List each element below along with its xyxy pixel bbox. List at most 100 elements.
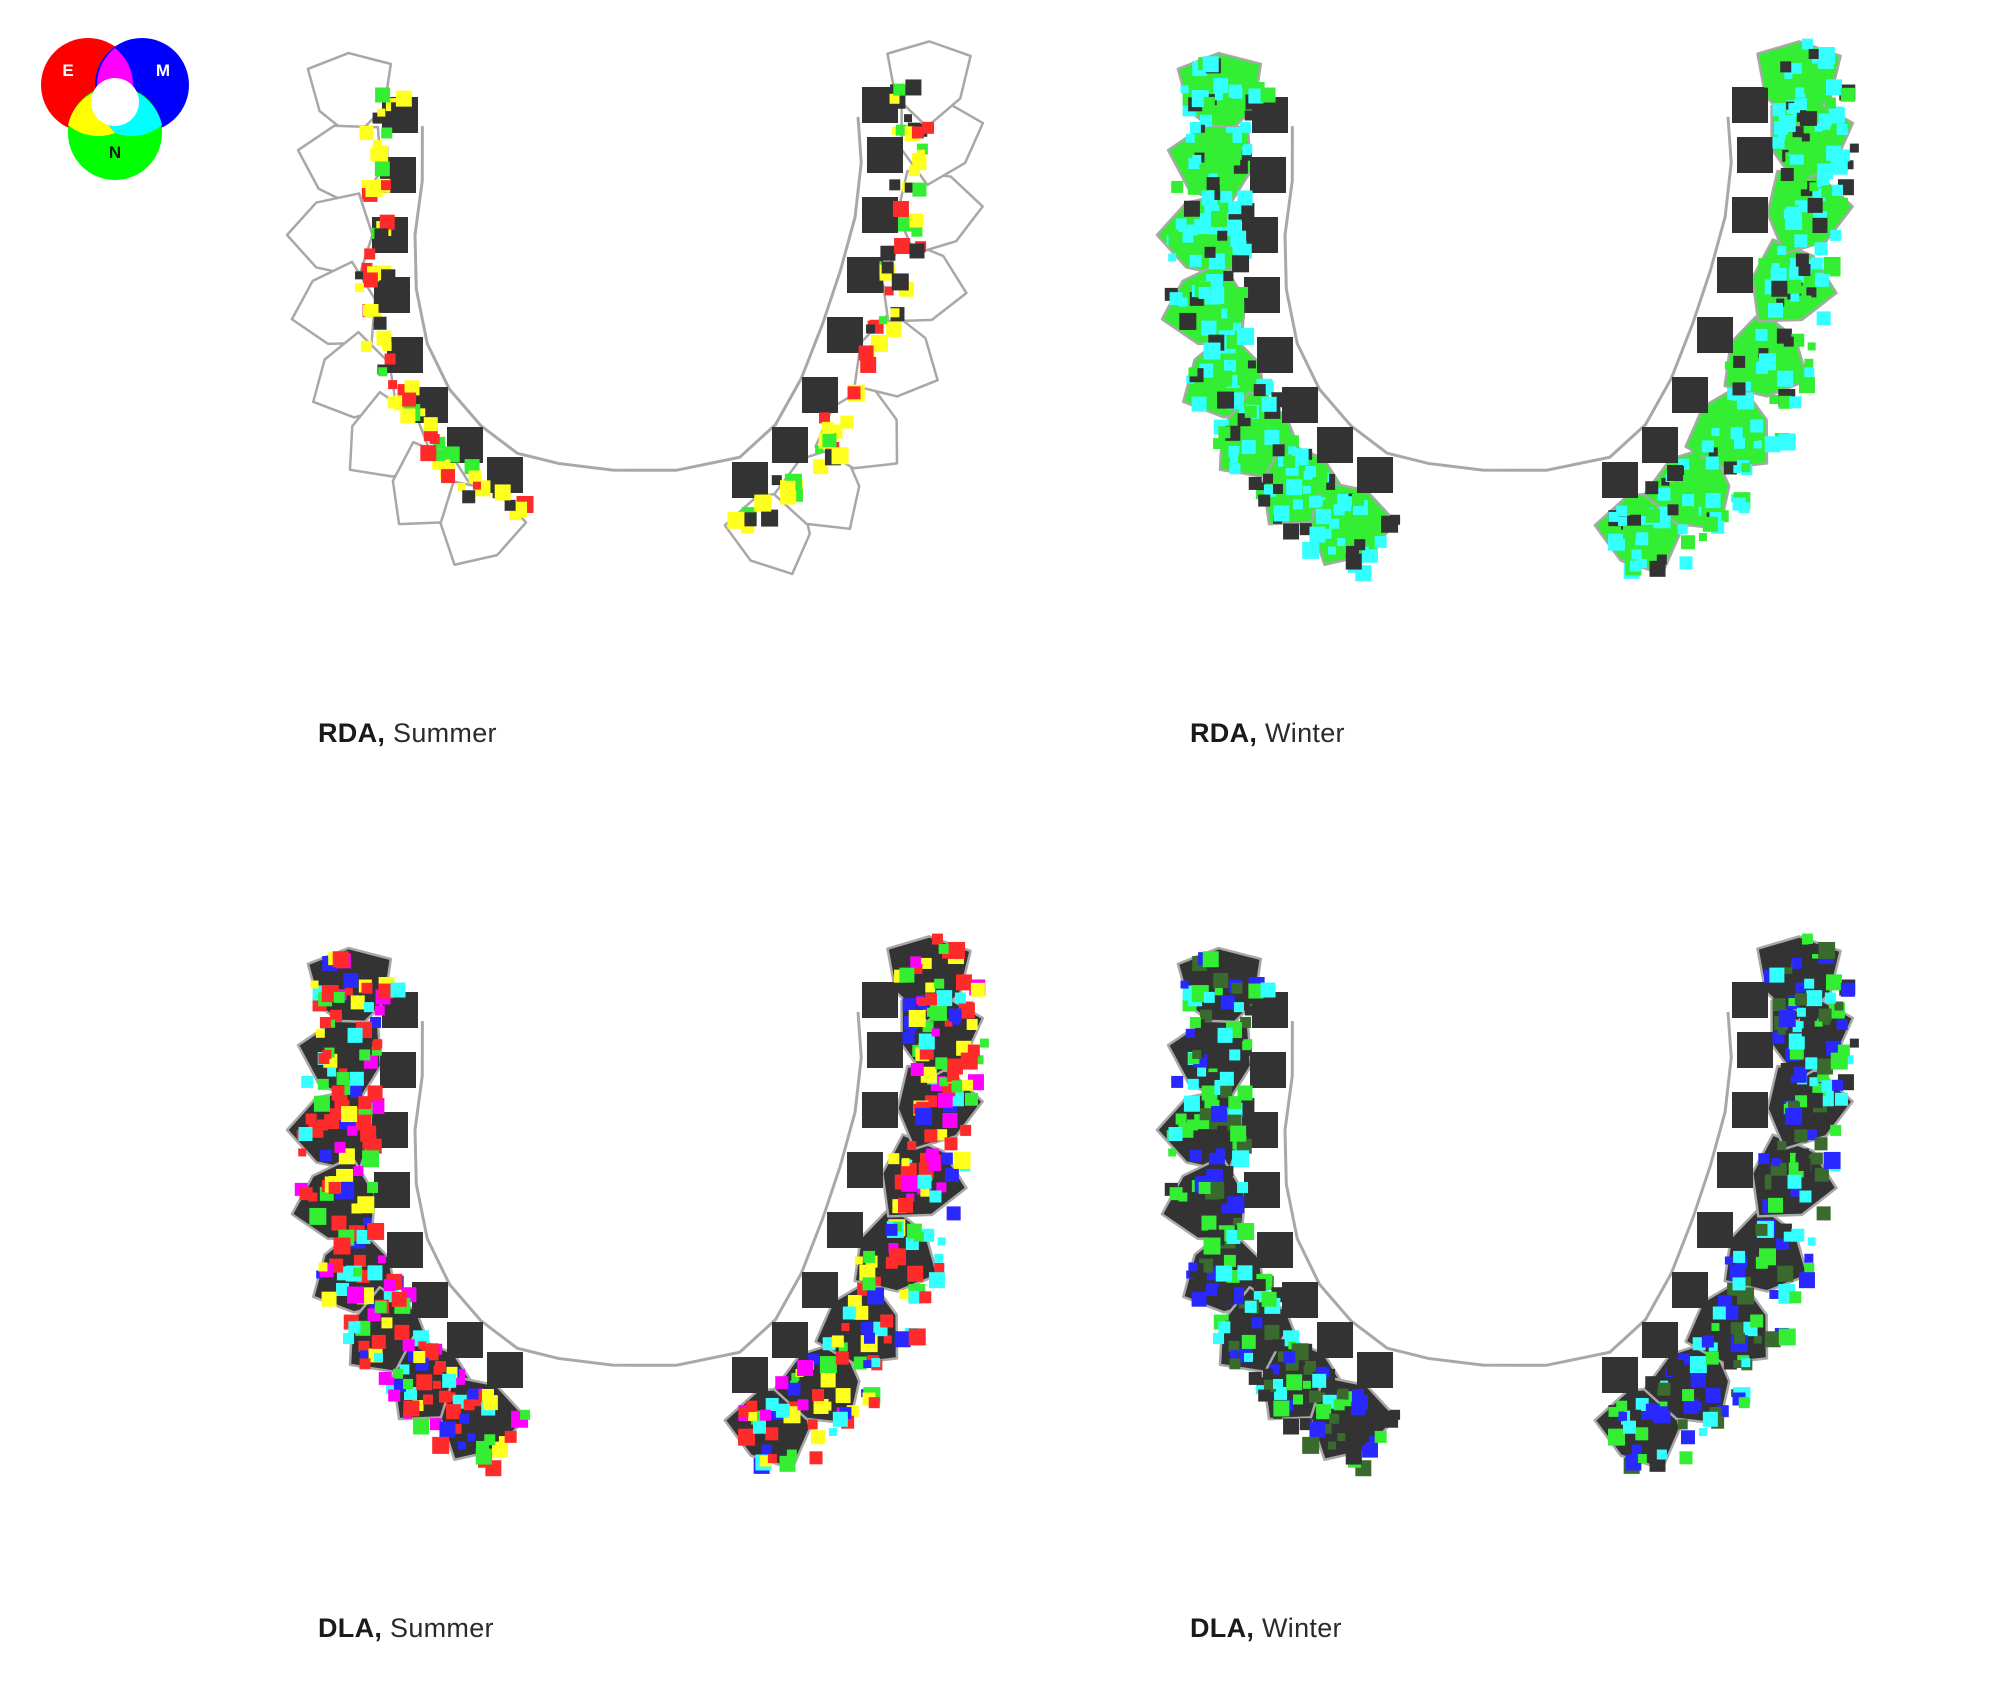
heat-pixel xyxy=(381,127,393,139)
heat-pixel xyxy=(363,1217,372,1226)
heat-pixel xyxy=(1818,941,1836,959)
heat-pixel xyxy=(1702,516,1718,532)
heat-pixel xyxy=(361,179,370,188)
venn-label-e: E xyxy=(62,61,73,80)
heat-pixel xyxy=(434,1360,446,1372)
heat-pixel xyxy=(1240,1016,1252,1028)
heat-pixel xyxy=(378,367,388,377)
heat-pixel xyxy=(1794,234,1808,248)
heat-pixel xyxy=(889,93,900,104)
heat-pixel xyxy=(1345,545,1359,559)
heat-pixel xyxy=(394,1324,410,1340)
heat-pixel xyxy=(350,1085,363,1098)
heat-pixel xyxy=(381,1317,393,1329)
heat-pixel xyxy=(1823,256,1841,274)
heat-pixel xyxy=(420,445,437,462)
heat-pixel xyxy=(1777,1026,1786,1035)
heat-pixel xyxy=(880,245,896,261)
heat-pixel xyxy=(900,1162,917,1179)
core-cell xyxy=(1717,1152,1753,1188)
heat-pixel xyxy=(1183,200,1200,217)
heat-pixel xyxy=(1272,483,1283,494)
heat-pixel xyxy=(1816,163,1833,180)
heat-pixel xyxy=(1201,1215,1217,1231)
heat-pixel xyxy=(372,145,389,162)
heat-pixel xyxy=(1221,1203,1232,1214)
heat-pixel xyxy=(1768,1197,1784,1213)
heat-pixel xyxy=(1374,535,1387,548)
core-cell xyxy=(772,427,808,463)
heat-pixel xyxy=(366,1138,382,1154)
heat-pixel xyxy=(1778,395,1792,409)
heat-pixel xyxy=(1794,1129,1808,1143)
heat-pixel xyxy=(1316,1392,1326,1402)
heat-pixel xyxy=(924,1129,938,1143)
heat-pixel xyxy=(359,1350,368,1359)
heat-pixel xyxy=(1810,257,1823,270)
heat-pixel xyxy=(889,1248,907,1266)
heat-pixel xyxy=(413,1351,426,1364)
heat-pixel xyxy=(1801,1028,1810,1037)
heat-pixel xyxy=(867,1287,885,1305)
heat-pixel xyxy=(1844,160,1854,170)
heat-pixel xyxy=(1808,48,1819,59)
heat-pixel xyxy=(1790,292,1800,302)
core-cell xyxy=(1672,377,1708,413)
heat-pixel xyxy=(1834,197,1848,211)
core-cell xyxy=(1250,157,1286,193)
heat-pixel xyxy=(907,1026,916,1035)
heat-pixel xyxy=(738,1406,749,1417)
heat-pixel xyxy=(445,1403,454,1412)
heat-pixel xyxy=(363,304,375,316)
heat-pixel xyxy=(1273,1400,1290,1417)
heat-pixel xyxy=(1229,1350,1238,1359)
heat-pixel xyxy=(423,417,438,432)
heat-pixel xyxy=(936,990,953,1007)
heat-pixel xyxy=(1763,1222,1773,1232)
heat-pixel xyxy=(1229,455,1238,464)
heat-pixel xyxy=(746,1400,758,1412)
heat-pixel xyxy=(373,1039,383,1049)
heat-pixel xyxy=(935,1057,948,1070)
heat-pixel xyxy=(1796,112,1806,122)
heat-pixel xyxy=(1733,1250,1746,1263)
heat-pixel xyxy=(362,1150,380,1168)
heat-pixel xyxy=(404,380,420,396)
heat-pixel xyxy=(908,1328,926,1346)
courtyard-outline xyxy=(1283,116,1733,472)
core-cell xyxy=(867,1032,903,1068)
heat-pixel xyxy=(386,1377,395,1386)
heat-pixel xyxy=(929,1190,942,1203)
heat-pixel xyxy=(944,1018,953,1027)
heat-pixel xyxy=(1207,286,1225,304)
heat-pixel xyxy=(1818,1008,1832,1022)
heat-pixel xyxy=(326,1019,335,1028)
caption-metric: DLA, xyxy=(318,1613,383,1643)
heat-pixel xyxy=(1227,1196,1245,1214)
heat-pixel xyxy=(1812,217,1828,233)
heat-pixel xyxy=(1788,138,1805,155)
core-cell xyxy=(447,1322,483,1358)
heat-pixel xyxy=(362,272,378,288)
heat-pixel xyxy=(960,1124,972,1136)
heat-pixel xyxy=(1333,504,1345,516)
heat-pixel xyxy=(1178,297,1188,307)
venn-overlap-all xyxy=(91,78,139,126)
heat-pixel xyxy=(1705,1388,1721,1404)
heat-pixel xyxy=(1329,1413,1340,1424)
heat-pixel xyxy=(1635,532,1649,546)
heat-pixel xyxy=(1236,243,1252,259)
heat-pixel xyxy=(1608,1428,1626,1446)
heat-pixel xyxy=(1241,1334,1256,1349)
heat-pixel xyxy=(1834,106,1844,116)
heat-pixel xyxy=(331,1215,347,1231)
heat-pixel xyxy=(1629,1455,1641,1467)
heat-pixel xyxy=(322,1049,332,1059)
heat-pixel xyxy=(374,161,390,177)
heat-pixel xyxy=(946,1206,961,1221)
heat-pixel xyxy=(1753,1335,1762,1344)
heat-pixel xyxy=(481,1388,494,1401)
heat-pixel xyxy=(915,1107,933,1125)
heat-pixel xyxy=(1192,154,1202,164)
heat-pixel xyxy=(1667,1399,1679,1411)
